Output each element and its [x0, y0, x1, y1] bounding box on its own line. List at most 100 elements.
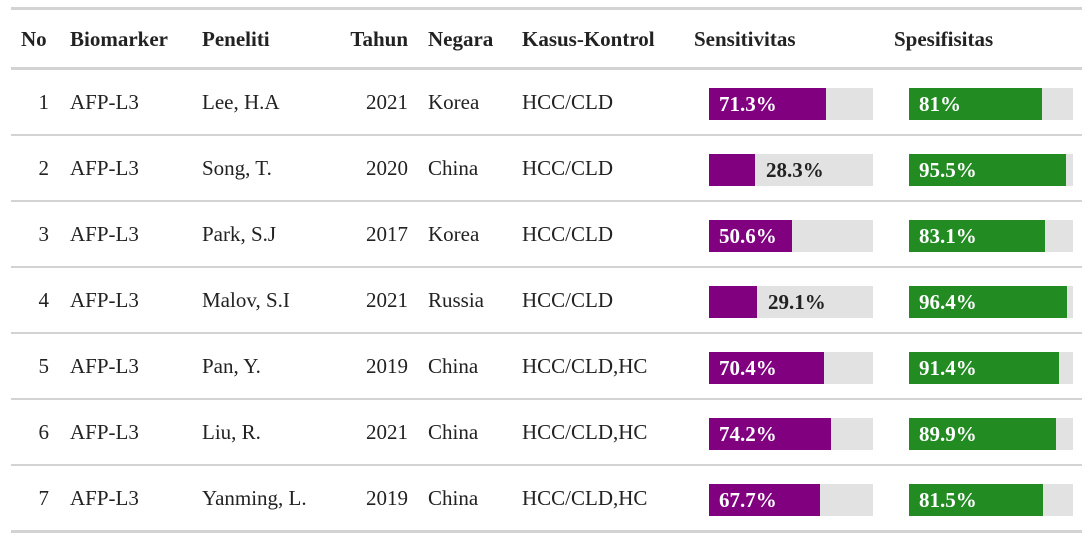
- row-tahun: 2017: [366, 221, 408, 246]
- specificity-bar-label: 96.4%: [919, 289, 977, 314]
- row-peneliti: Liu, R.: [202, 419, 261, 444]
- header-peneliti: Peneliti: [202, 27, 270, 51]
- sensitivity-bar-fill: [709, 88, 826, 120]
- row-peneliti: Lee, H.A: [202, 89, 280, 114]
- row-peneliti: Malov, S.I: [202, 287, 290, 312]
- row-negara: China: [428, 419, 479, 444]
- row-negara: China: [428, 485, 479, 510]
- specificity-bar-fill: [909, 88, 1042, 120]
- sensitivity-bar-label: 28.3%: [766, 157, 824, 182]
- table-body: 1 AFP-L3 Lee, H.A 2021 Korea HCC/CLD 71.3% 81% 2…: [11, 70, 1082, 533]
- row-negara: China: [428, 155, 479, 180]
- table-row: 5 AFP-L3 Pan, Y. 2019 China HCC/CLD,HC 70.4% 91…: [11, 334, 1082, 400]
- row-peneliti: Song, T.: [202, 155, 272, 180]
- sensitivity-bar: 28.3%: [709, 154, 873, 186]
- specificity-bar: 81%: [909, 88, 1073, 120]
- specificity-bar-fill: [909, 484, 1043, 516]
- header-spesifisitas: Spesifisitas: [894, 27, 994, 51]
- specificity-bar-label: 91.4%: [919, 355, 977, 380]
- table-row: 3 AFP-L3 Park, S.J 2017 Korea HCC/CLD 50.6% 83.…: [11, 202, 1082, 268]
- row-tahun: 2021: [366, 287, 408, 312]
- sensitivity-bar: 71.3%: [709, 88, 873, 120]
- row-biomarker: AFP-L3: [70, 419, 139, 444]
- sensitivity-bar-label: 67.7%: [719, 487, 777, 512]
- table-row: 7 AFP-L3 Yanming, L. 2019 China HCC/CLD,HC 67.…: [11, 466, 1082, 533]
- row-biomarker: AFP-L3: [70, 89, 139, 114]
- row-no: 4: [38, 287, 50, 312]
- header-negara: Negara: [428, 27, 494, 51]
- row-tahun: 2021: [366, 89, 408, 114]
- sensitivity-bar-label: 74.2%: [719, 421, 777, 446]
- row-kasus-kontrol: HCC/CLD: [522, 287, 614, 312]
- row-peneliti: Park, S.J: [202, 221, 277, 246]
- sensitivity-bar-fill: [709, 484, 820, 516]
- header-kasus-kontrol: Kasus-Kontrol: [522, 27, 655, 51]
- sensitivity-bar: 29.1%: [709, 286, 873, 318]
- row-kasus-kontrol: HCC/CLD,HC: [522, 353, 648, 378]
- sensitivity-bar-fill: [709, 220, 792, 252]
- table-row: 1 AFP-L3 Lee, H.A 2021 Korea HCC/CLD 71.3% 81%: [11, 70, 1082, 136]
- row-tahun: 2019: [366, 485, 408, 510]
- sensitivity-bar-label: 70.4%: [719, 355, 777, 380]
- specificity-bar: 83.1%: [909, 220, 1073, 252]
- row-peneliti: Yanming, L.: [202, 485, 307, 510]
- row-kasus-kontrol: HCC/CLD: [522, 155, 614, 180]
- sensitivity-bar-label: 71.3%: [719, 91, 777, 116]
- sensitivity-bar-label: 50.6%: [719, 223, 777, 248]
- row-negara: China: [428, 353, 479, 378]
- specificity-bar-label: 83.1%: [919, 223, 977, 248]
- row-no: 7: [38, 485, 50, 510]
- sensitivity-bar-fill: [709, 154, 755, 186]
- sensitivity-bar-fill: [709, 418, 831, 450]
- specificity-bar-label: 89.9%: [919, 421, 977, 446]
- row-biomarker: AFP-L3: [70, 485, 139, 510]
- data-table: No Biomarker Peneliti Tahun Negara Kasus…: [11, 7, 1082, 533]
- table-top-rule: [11, 7, 1082, 10]
- row-negara: Russia: [428, 287, 485, 312]
- row-biomarker: AFP-L3: [70, 353, 139, 378]
- row-biomarker: AFP-L3: [70, 287, 139, 312]
- row-kasus-kontrol: HCC/CLD,HC: [522, 485, 648, 510]
- header-biomarker: Biomarker: [70, 27, 168, 51]
- header-sensitivitas: Sensitivitas: [694, 27, 796, 51]
- row-negara: Korea: [428, 89, 480, 114]
- row-peneliti: Pan, Y.: [202, 353, 261, 378]
- specificity-bar: 91.4%: [909, 352, 1073, 384]
- specificity-bar: 96.4%: [909, 286, 1073, 318]
- table-header-row: No Biomarker Peneliti Tahun Negara Kasus…: [11, 10, 1082, 70]
- specificity-bar: 89.9%: [909, 418, 1073, 450]
- sensitivity-bar: 74.2%: [709, 418, 873, 450]
- specificity-bar-fill: [909, 154, 1066, 186]
- row-no: 6: [38, 419, 50, 444]
- specificity-bar-label: 95.5%: [919, 157, 977, 182]
- specificity-bar-fill: [909, 220, 1045, 252]
- specificity-bar-fill: [909, 352, 1059, 384]
- row-tahun: 2019: [366, 353, 408, 378]
- sensitivity-bar: 67.7%: [709, 484, 873, 516]
- specificity-bar: 81.5%: [909, 484, 1073, 516]
- row-tahun: 2020: [366, 155, 408, 180]
- header-tahun: Tahun: [350, 27, 408, 51]
- sensitivity-bar: 50.6%: [709, 220, 873, 252]
- specificity-bar-label: 81.5%: [919, 487, 977, 512]
- table-row: 4 AFP-L3 Malov, S.I 2021 Russia HCC/CLD 29.1% 9…: [11, 268, 1082, 334]
- row-negara: Korea: [428, 221, 480, 246]
- specificity-bar-label: 81%: [919, 91, 961, 116]
- row-biomarker: AFP-L3: [70, 155, 139, 180]
- row-kasus-kontrol: HCC/CLD: [522, 221, 614, 246]
- sensitivity-bar-fill: [709, 286, 757, 318]
- row-biomarker: AFP-L3: [70, 221, 139, 246]
- specificity-bar-fill: [909, 286, 1067, 318]
- table-row: 6 AFP-L3 Liu, R. 2021 China HCC/CLD,HC 74.2% 89…: [11, 400, 1082, 466]
- row-no: 2: [38, 155, 50, 180]
- row-kasus-kontrol: HCC/CLD: [522, 89, 614, 114]
- row-no: 3: [38, 221, 50, 246]
- row-tahun: 2021: [366, 419, 408, 444]
- specificity-bar: 95.5%: [909, 154, 1073, 186]
- specificity-bar-fill: [909, 418, 1056, 450]
- row-kasus-kontrol: HCC/CLD,HC: [522, 419, 648, 444]
- table-row: 2 AFP-L3 Song, T. 2020 China HCC/CLD 28.3% 95.5…: [11, 136, 1082, 202]
- row-no: 1: [38, 89, 50, 114]
- row-no: 5: [38, 353, 50, 378]
- sensitivity-bar: 70.4%: [709, 352, 873, 384]
